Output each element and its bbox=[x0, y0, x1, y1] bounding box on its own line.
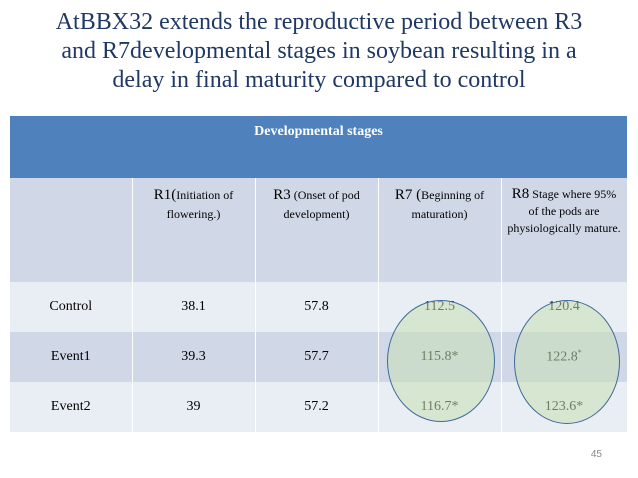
developmental-stages-table: Developmental stages R1(Initiation of fl… bbox=[10, 116, 628, 432]
table-row: Control 38.1 57.8 112.5 120.4 bbox=[10, 282, 628, 332]
row-label: Event1 bbox=[10, 332, 133, 382]
cell-value: 57.2 bbox=[255, 382, 379, 432]
cell-value: 115.8* bbox=[378, 332, 502, 382]
title-line-3: delay in final maturity compared to cont… bbox=[112, 67, 526, 93]
table-row: Event1 39.3 57.7 115.8* 122.8* bbox=[10, 332, 628, 382]
column-header-r7: R7 (Beginning of maturation) bbox=[378, 178, 502, 282]
table-row: Event2 39 57.2 116.7* 123.6* bbox=[10, 382, 628, 432]
slide-title: AtBBX32 extends the reproductive period … bbox=[10, 8, 628, 95]
column-header-r3: R3 (Onset of pod development) bbox=[255, 178, 379, 282]
cell-value: 116.7* bbox=[378, 382, 502, 432]
cell-value: 39 bbox=[132, 382, 256, 432]
page-number: 45 bbox=[590, 449, 602, 460]
significance-mark: * bbox=[577, 348, 582, 358]
row-label: Control bbox=[10, 282, 133, 332]
cell-value: 123.6* bbox=[501, 382, 628, 432]
column-header-r8: R8 Stage where 95% of the pods are physi… bbox=[501, 178, 628, 282]
cell-value: 38.1 bbox=[132, 282, 256, 332]
column-header-r1: R1(Initiation of flowering.) bbox=[132, 178, 256, 282]
group-header: Developmental stages bbox=[10, 116, 628, 178]
cell-value: 112.5 bbox=[378, 282, 502, 332]
cell-value: 57.7 bbox=[255, 332, 379, 382]
cell-value: 122.8* bbox=[501, 332, 628, 382]
row-label: Event2 bbox=[10, 382, 133, 432]
empty-corner-cell bbox=[10, 178, 133, 282]
cell-value: 120.4 bbox=[501, 282, 628, 332]
cell-value: 57.8 bbox=[255, 282, 379, 332]
title-line-2: and R7developmental stages in soybean re… bbox=[61, 38, 577, 64]
title-line-1: AtBBX32 extends the reproductive period … bbox=[55, 9, 583, 35]
cell-value: 39.3 bbox=[132, 332, 256, 382]
